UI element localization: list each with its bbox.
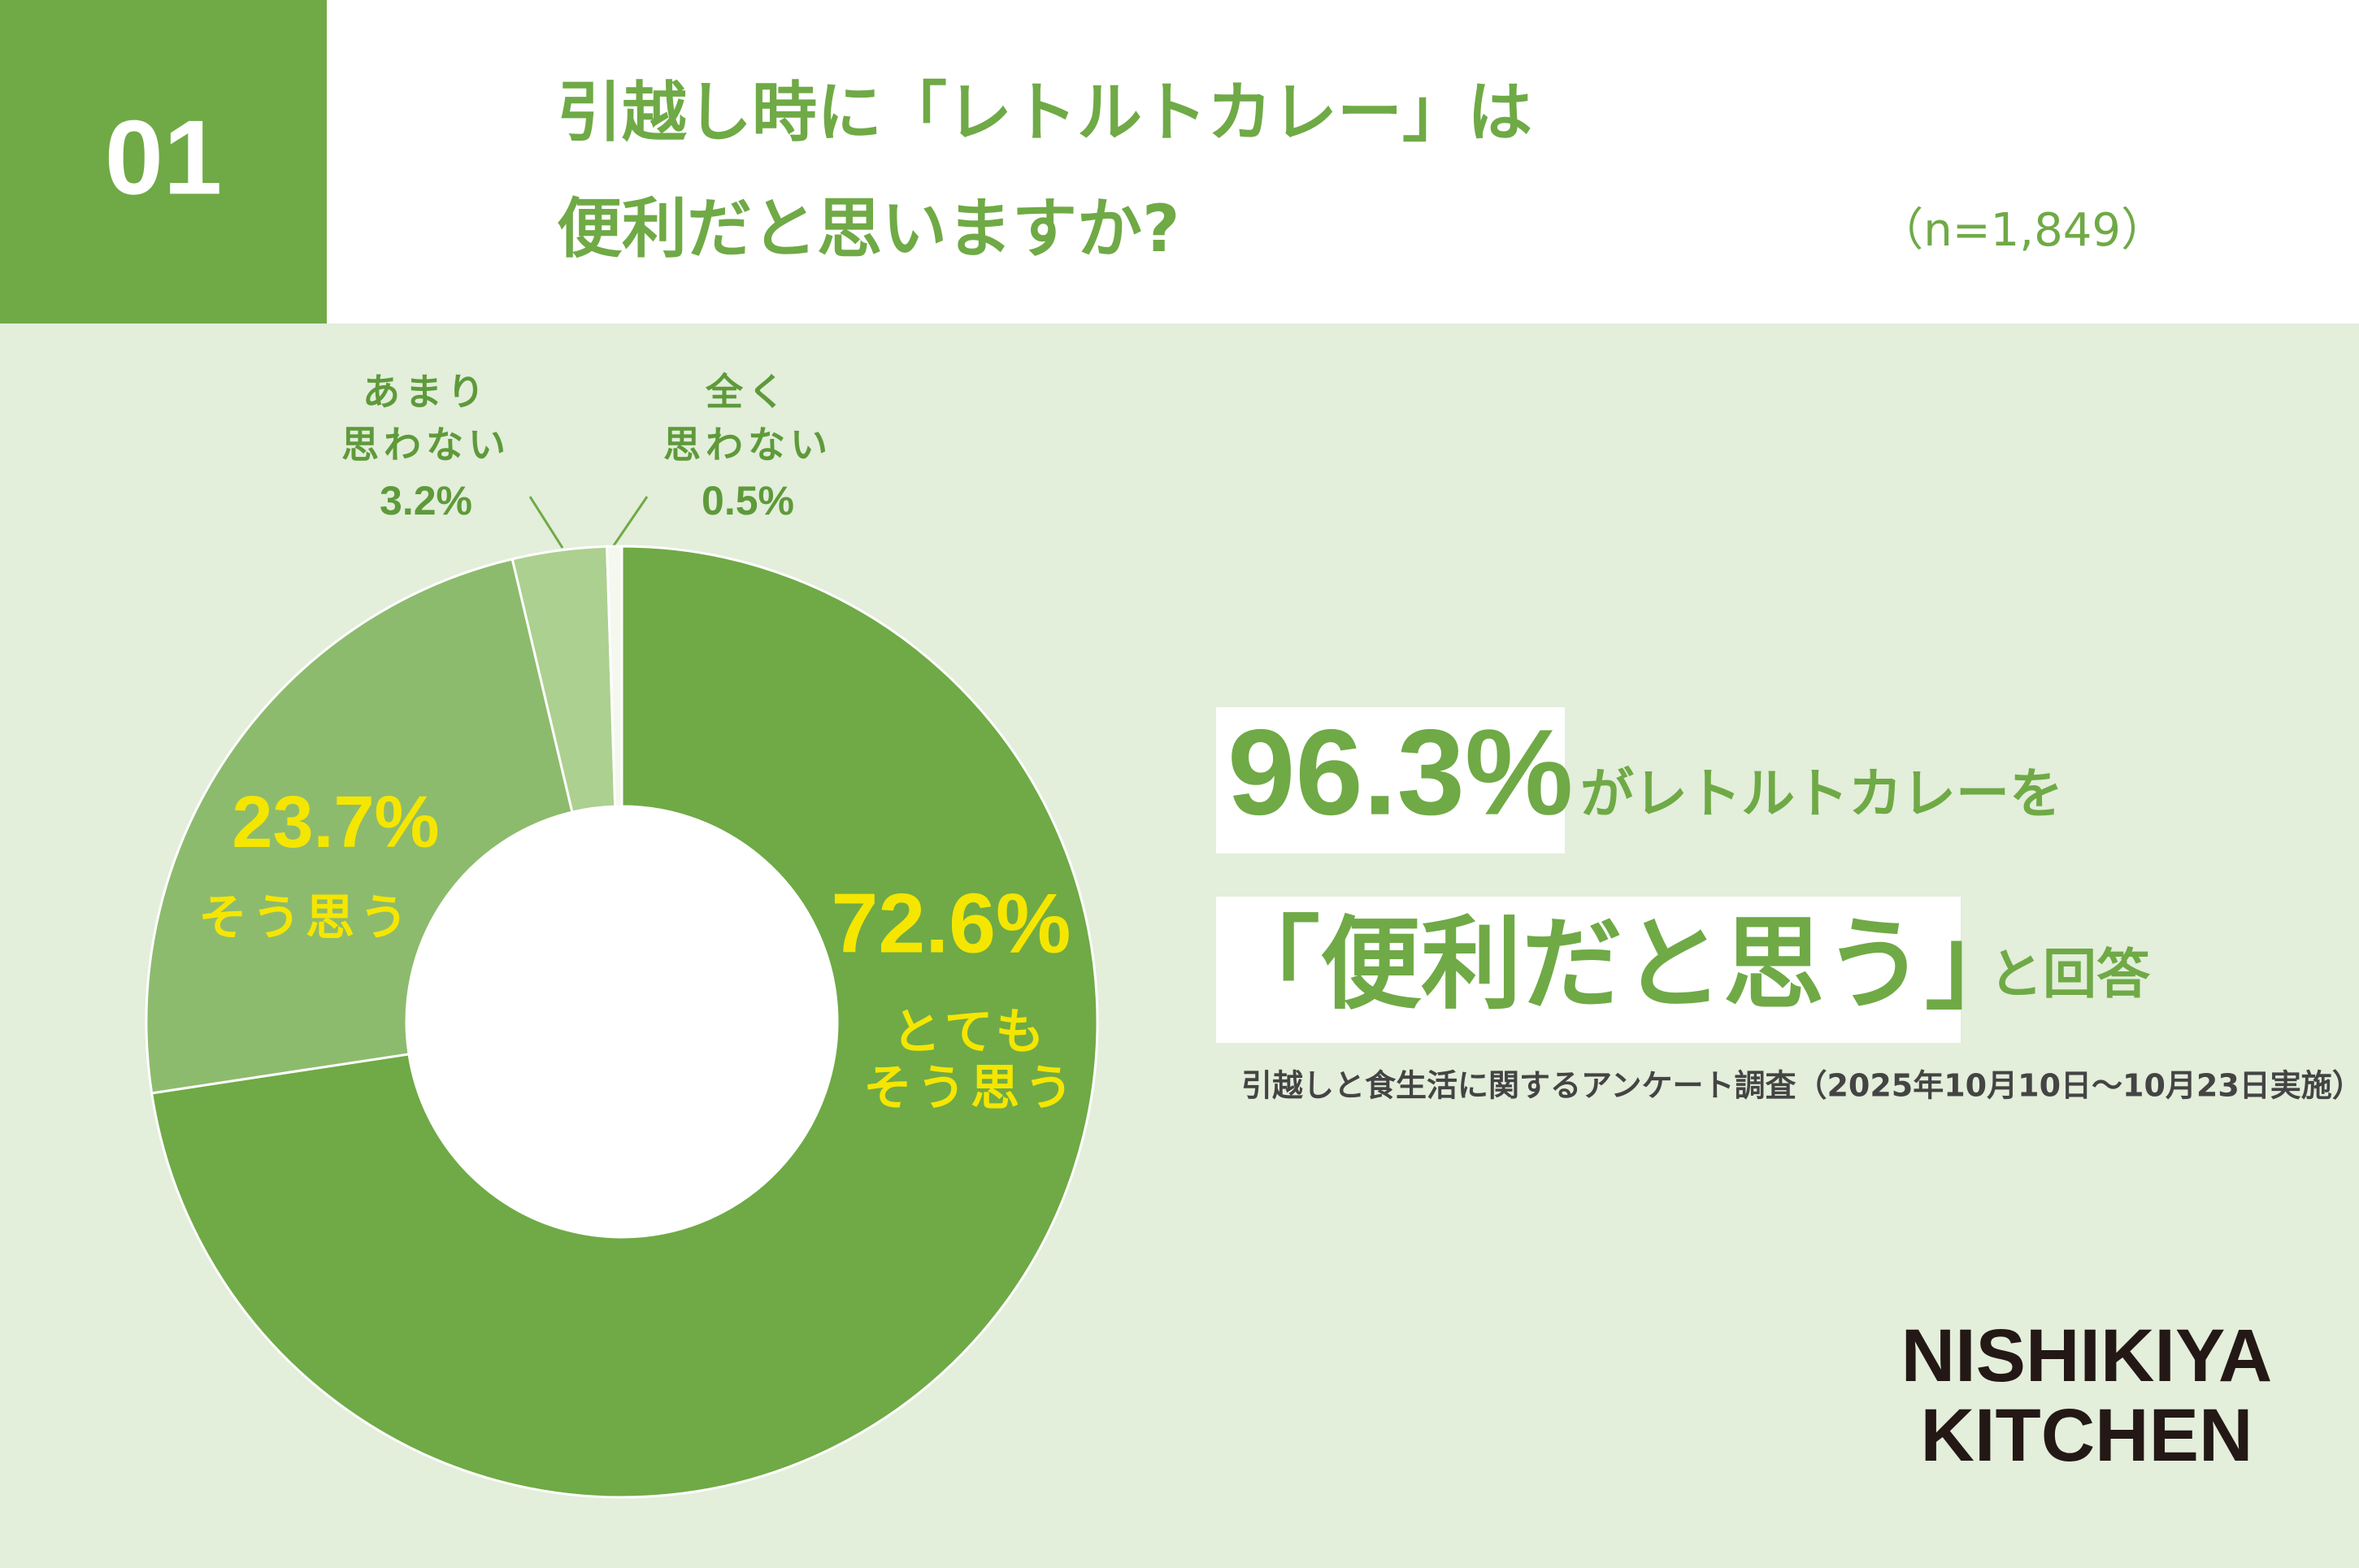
quote-box <box>1216 897 1961 1043</box>
value-label: 23.7% <box>232 782 439 863</box>
callout-highlight: 96.3% <box>1227 704 1573 840</box>
callout-text: と回答 <box>1989 943 2151 1006</box>
category-label: 全く思わない <box>663 370 832 467</box>
badge-box <box>0 0 327 324</box>
category-label: とてもそう思う <box>863 1004 1078 1117</box>
source: 引越しと食生活に関するアンケート調査（2025年10月10日〜10月23日実施） <box>1241 1068 2359 1104</box>
callout-text: がレトルトカレーを <box>1580 762 2063 825</box>
value-label: 72.6% <box>832 876 1071 971</box>
header-band <box>0 0 2359 324</box>
category-label: そう思う <box>198 890 413 947</box>
donut-hole <box>406 806 837 1237</box>
badge: 01 <box>105 98 223 216</box>
sample-size: （n=1,849） <box>1878 204 2166 257</box>
callout-quote: 「便利だと思う」 <box>1219 906 2026 1023</box>
value-label: 0.5% <box>702 478 794 523</box>
value-label: 3.2% <box>380 478 472 523</box>
highlight-box <box>1216 707 1565 853</box>
title: 引越し時に「レトルトカレー」は便利だと思いますか? <box>557 75 1532 267</box>
leader-line <box>610 496 649 549</box>
logo: NISHIKIYA KITCHEN <box>1901 1314 2273 1477</box>
leader-line <box>528 496 564 549</box>
category-label: あまり思わない <box>341 370 510 467</box>
